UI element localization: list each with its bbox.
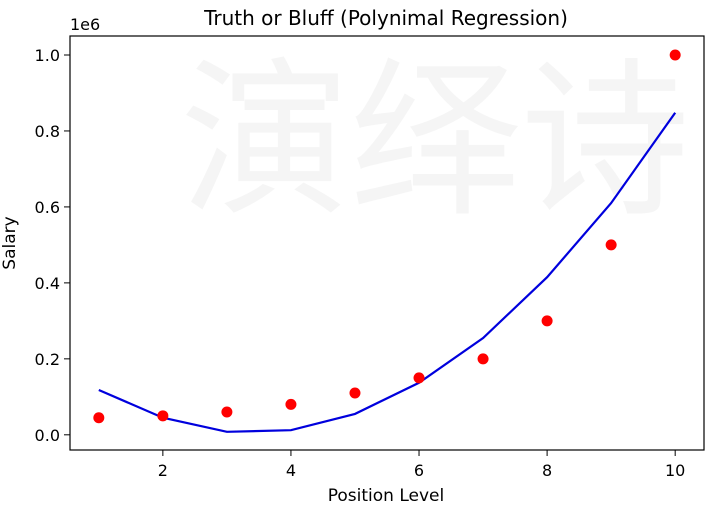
x-tick-label: 2 (158, 461, 168, 480)
y-axis-label: Salary (0, 216, 20, 269)
x-axis-label: Position Level (328, 486, 444, 506)
x-tick-label: 8 (542, 461, 552, 480)
data-point (157, 410, 169, 422)
data-point (605, 239, 617, 251)
x-tick-label: 4 (286, 461, 296, 480)
y-offset-text: 1e6 (70, 15, 100, 34)
data-point (349, 387, 361, 399)
y-tick-label: 0.8 (35, 122, 60, 141)
regression-line (98, 112, 677, 433)
data-point (669, 49, 681, 61)
data-point (221, 406, 233, 418)
y-axis: 0.0 0.2 0.4 0.6 0.8 1.0 (35, 46, 70, 445)
data-point (93, 412, 105, 424)
watermark-text: 演绎诗 (180, 43, 690, 241)
x-axis: 2 4 6 8 10 (158, 450, 685, 480)
y-tick-label: 1.0 (35, 46, 60, 65)
data-point (413, 372, 425, 384)
y-tick-label: 0.0 (35, 426, 60, 445)
plot-frame (69, 35, 705, 451)
data-point (477, 353, 489, 365)
data-point (541, 315, 553, 327)
data-point (285, 398, 297, 410)
chart-title: Truth or Bluff (Polynimal Regression) (203, 6, 568, 30)
plot-area (93, 49, 681, 433)
y-tick-label: 0.6 (35, 198, 60, 217)
y-tick-label: 0.4 (35, 274, 60, 293)
x-tick-label: 6 (414, 461, 424, 480)
y-tick-label: 0.2 (35, 350, 60, 369)
x-tick-label: 10 (665, 461, 685, 480)
